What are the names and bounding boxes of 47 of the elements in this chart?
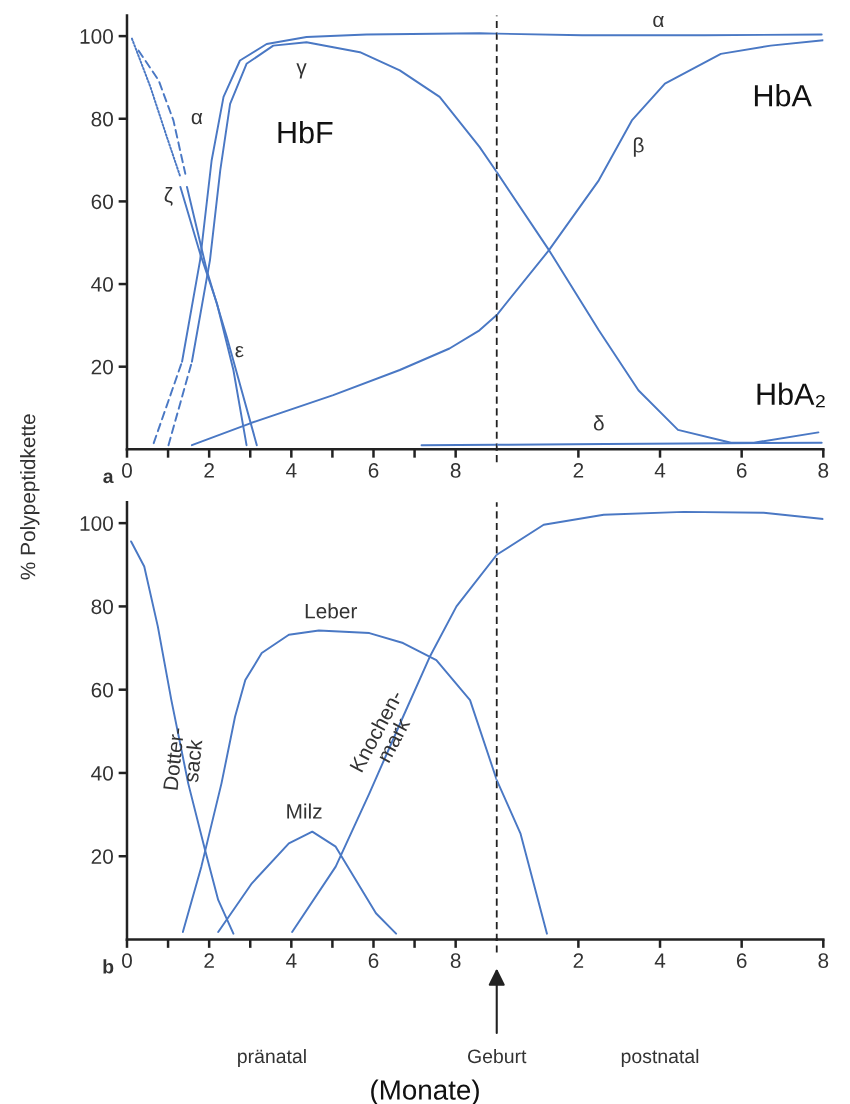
x-tick-label: 4 <box>286 953 297 968</box>
x-tick-label: 4 <box>654 463 666 478</box>
annotation: HbA <box>754 84 812 107</box>
x-tick-label: 8 <box>450 463 461 478</box>
x-tick-label: 6 <box>736 953 747 968</box>
annotation: Leber <box>305 603 358 619</box>
x-tick-label: 6 <box>368 953 379 968</box>
x-tick-label: 8 <box>818 463 829 478</box>
annotation: δ <box>593 415 604 431</box>
y-tick-label: 60 <box>91 194 113 210</box>
annotation: α <box>653 15 664 28</box>
x-tick-label: 2 <box>573 953 584 968</box>
annotation: ε <box>235 345 244 358</box>
annotation: γ <box>296 63 307 79</box>
annotation: HbA₂ <box>757 382 825 408</box>
x-tick-label: 8 <box>818 953 829 968</box>
y-tick-label: 100 <box>80 29 113 44</box>
y-tick-label: 20 <box>91 359 113 375</box>
x-tick-label: 0 <box>122 463 132 478</box>
x-tick-label: 4 <box>286 463 297 478</box>
y-tick-label: 20 <box>91 849 113 864</box>
annotation: Dotter- sack <box>163 727 203 790</box>
annotation: α <box>191 112 203 125</box>
text: b <box>103 959 114 974</box>
text: pränatal <box>238 1048 306 1068</box>
annotation: ζ <box>164 187 173 206</box>
annotation: Milz <box>287 803 322 819</box>
x-tick-label: 8 <box>450 953 461 968</box>
text: Geburt <box>468 1048 527 1064</box>
y-tick-label: 40 <box>91 277 113 292</box>
x-tick-label: 2 <box>204 463 214 478</box>
y-tick-label: 40 <box>91 765 113 781</box>
x-tick-label: 2 <box>204 953 214 968</box>
text: a <box>103 472 114 484</box>
annotation: HbF <box>278 120 333 144</box>
y-tick-label: 80 <box>91 111 113 127</box>
y-tick-label: 60 <box>91 682 113 698</box>
x-tick-label: 2 <box>573 463 584 478</box>
text: postnatal <box>621 1048 699 1068</box>
y-tick-label: 100 <box>80 516 113 531</box>
x-tick-label: 4 <box>654 953 666 968</box>
x-tick-label: 6 <box>736 463 747 478</box>
y-axis-title: % Polypeptidkette <box>20 414 40 580</box>
x-tick-label: 0 <box>122 953 132 968</box>
annotation: β <box>633 137 644 157</box>
y-tick-label: 80 <box>91 599 113 615</box>
x-tick-label: 6 <box>368 463 379 478</box>
